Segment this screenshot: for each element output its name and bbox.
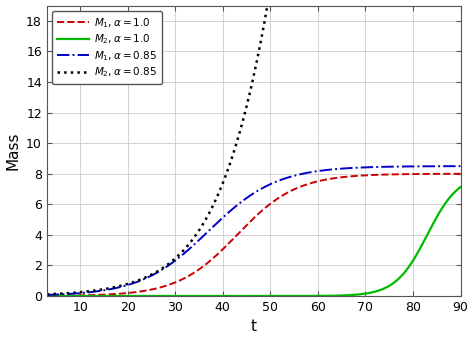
$M_1,\alpha = 0.85$ — [446, 164, 451, 168]
$M_2,\alpha = 1.0$ — [446, 197, 451, 201]
$M_2,\alpha = 1.0$ — [446, 197, 451, 201]
$M_1,\alpha = 0.85$ — [44, 293, 50, 297]
$M_1,\alpha = 0.85$ — [446, 164, 451, 168]
$M_1,\alpha = 0.85$ — [458, 164, 464, 168]
Line: $M_2,\alpha = 1.0$: $M_2,\alpha = 1.0$ — [47, 187, 461, 296]
$M_2,\alpha = 0.85$ — [234, 139, 240, 143]
$M_1,\alpha = 0.85$ — [234, 203, 240, 207]
$M_2,\alpha = 1.0$ — [245, 294, 251, 298]
$M_1,\alpha = 1.0$ — [245, 222, 251, 226]
$M_1,\alpha = 1.0$ — [446, 172, 451, 176]
$M_1,\alpha = 1.0$ — [446, 172, 451, 176]
Y-axis label: Mass: Mass — [6, 132, 20, 170]
$M_2,\alpha = 0.85$ — [245, 99, 251, 103]
$M_1,\alpha = 0.85$ — [65, 292, 71, 296]
$M_2,\alpha = 0.85$ — [65, 291, 71, 295]
Line: $M_1,\alpha = 0.85$: $M_1,\alpha = 0.85$ — [47, 166, 461, 295]
$M_2,\alpha = 1.0$ — [458, 185, 464, 189]
Line: $M_1,\alpha = 1.0$: $M_1,\alpha = 1.0$ — [47, 174, 461, 296]
$M_1,\alpha = 1.0$ — [234, 233, 240, 237]
$M_1,\alpha = 1.0$ — [370, 173, 375, 177]
$M_2,\alpha = 1.0$ — [234, 294, 240, 298]
$M_2,\alpha = 1.0$ — [65, 294, 71, 298]
$M_1,\alpha = 1.0$ — [65, 293, 71, 298]
$M_2,\alpha = 1.0$ — [44, 294, 50, 298]
$M_1,\alpha = 1.0$ — [458, 172, 464, 176]
Line: $M_2,\alpha = 0.85$: $M_2,\alpha = 0.85$ — [47, 0, 461, 294]
$M_2,\alpha = 1.0$ — [370, 290, 375, 294]
$M_1,\alpha = 1.0$ — [44, 294, 50, 298]
X-axis label: t: t — [251, 320, 257, 335]
$M_2,\alpha = 0.85$ — [44, 292, 50, 296]
$M_1,\alpha = 0.85$ — [370, 165, 375, 169]
$M_1,\alpha = 0.85$ — [245, 195, 251, 199]
Legend: $M_1,\alpha = 1.0$, $M_2,\alpha = 1.0$, $M_1,\alpha = 0.85$, $M_2,\alpha = 0.85$: $M_1,\alpha = 1.0$, $M_2,\alpha = 1.0$, … — [52, 11, 162, 84]
